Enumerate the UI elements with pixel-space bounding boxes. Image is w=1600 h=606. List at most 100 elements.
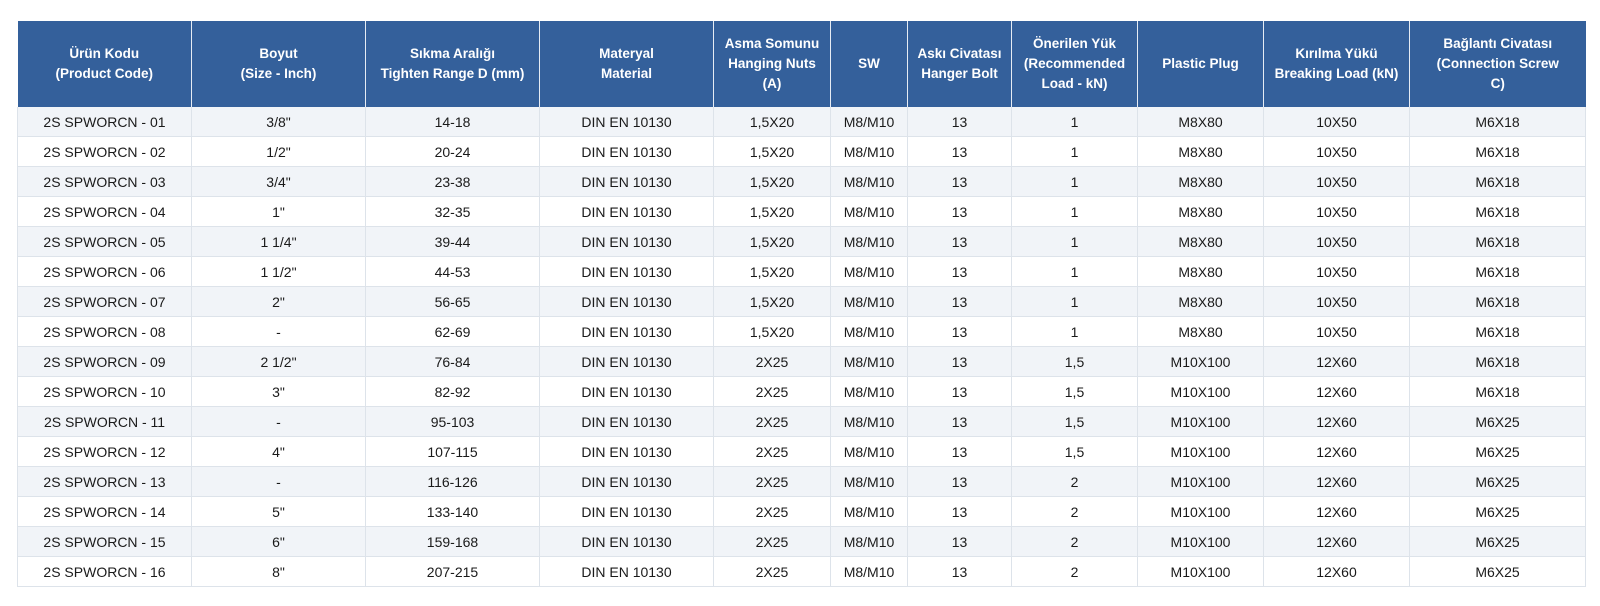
cell-product-code: 2S SPWORCN - 07 xyxy=(17,286,192,317)
cell-product-code: 2S SPWORCN - 02 xyxy=(17,136,192,167)
cell-tighten-range: 133-140 xyxy=(365,496,540,527)
cell-product-code: 2S SPWORCN - 16 xyxy=(17,556,192,587)
cell-hanger-bolt: 13 xyxy=(907,136,1012,167)
cell-material: DIN EN 10130 xyxy=(539,436,714,467)
cell-hanging-nuts: 1,5X20 xyxy=(713,196,831,227)
cell-hanging-nuts: 1,5X20 xyxy=(713,107,831,137)
cell-sw: M8/M10 xyxy=(830,526,908,557)
cell-tighten-range: 23-38 xyxy=(365,166,540,197)
cell-recommended-load: 2 xyxy=(1011,556,1138,587)
cell-size: 1 1/4" xyxy=(191,226,366,257)
header-sw: SW xyxy=(830,21,908,107)
cell-connection-screw: M6X18 xyxy=(1409,376,1586,407)
cell-product-code: 2S SPWORCN - 08 xyxy=(17,316,192,347)
cell-material: DIN EN 10130 xyxy=(539,107,714,137)
cell-sw: M8/M10 xyxy=(830,166,908,197)
cell-size: - xyxy=(191,466,366,497)
cell-tighten-range: 107-115 xyxy=(365,436,540,467)
cell-plastic-plug: M8X80 xyxy=(1137,256,1264,287)
cell-size: 4" xyxy=(191,436,366,467)
cell-material: DIN EN 10130 xyxy=(539,226,714,257)
cell-breaking-load: 10X50 xyxy=(1263,226,1410,257)
cell-recommended-load: 1 xyxy=(1011,136,1138,167)
cell-tighten-range: 32-35 xyxy=(365,196,540,227)
cell-hanging-nuts: 1,5X20 xyxy=(713,136,831,167)
product-spec-table: Ürün Kodu (Product Code) Boyut (Size - I… xyxy=(17,21,1586,587)
cell-material: DIN EN 10130 xyxy=(539,166,714,197)
cell-recommended-load: 1 xyxy=(1011,256,1138,287)
cell-hanger-bolt: 13 xyxy=(907,496,1012,527)
table-row: 2S SPWORCN - 05 1 1/4" 39-44 DIN EN 10130 1,… xyxy=(17,226,1586,257)
cell-hanging-nuts: 1,5X20 xyxy=(713,286,831,317)
cell-connection-screw: M6X18 xyxy=(1409,286,1586,317)
cell-hanger-bolt: 13 xyxy=(907,256,1012,287)
header-breaking-load: Kırılma Yükü Breaking Load (kN) xyxy=(1263,21,1410,107)
cell-hanger-bolt: 13 xyxy=(907,107,1012,137)
cell-tighten-range: 95-103 xyxy=(365,406,540,437)
cell-tighten-range: 82-92 xyxy=(365,376,540,407)
cell-size: 5" xyxy=(191,496,366,527)
cell-sw: M8/M10 xyxy=(830,496,908,527)
cell-plastic-plug: M8X80 xyxy=(1137,316,1264,347)
cell-tighten-range: 20-24 xyxy=(365,136,540,167)
cell-size: 3/8" xyxy=(191,107,366,137)
cell-recommended-load: 1 xyxy=(1011,107,1138,137)
cell-breaking-load: 10X50 xyxy=(1263,256,1410,287)
product-table-container: Ürün Kodu (Product Code) Boyut (Size - I… xyxy=(17,21,1586,587)
cell-sw: M8/M10 xyxy=(830,226,908,257)
cell-material: DIN EN 10130 xyxy=(539,406,714,437)
cell-sw: M8/M10 xyxy=(830,406,908,437)
cell-sw: M8/M10 xyxy=(830,256,908,287)
cell-hanger-bolt: 13 xyxy=(907,166,1012,197)
cell-sw: M8/M10 xyxy=(830,466,908,497)
cell-hanging-nuts: 2X25 xyxy=(713,496,831,527)
table-row: 2S SPWORCN - 01 3/8" 14-18 DIN EN 10130 1,5X… xyxy=(17,107,1586,137)
cell-sw: M8/M10 xyxy=(830,346,908,377)
cell-material: DIN EN 10130 xyxy=(539,286,714,317)
cell-plastic-plug: M8X80 xyxy=(1137,286,1264,317)
cell-plastic-plug: M10X100 xyxy=(1137,436,1264,467)
cell-connection-screw: M6X18 xyxy=(1409,256,1586,287)
cell-breaking-load: 12X60 xyxy=(1263,436,1410,467)
cell-product-code: 2S SPWORCN - 14 xyxy=(17,496,192,527)
cell-tighten-range: 39-44 xyxy=(365,226,540,257)
table-header: Ürün Kodu (Product Code) Boyut (Size - I… xyxy=(17,21,1586,107)
header-material: Materyal Material xyxy=(539,21,714,107)
cell-hanging-nuts: 2X25 xyxy=(713,466,831,497)
cell-product-code: 2S SPWORCN - 03 xyxy=(17,166,192,197)
cell-plastic-plug: M10X100 xyxy=(1137,466,1264,497)
cell-recommended-load: 1,5 xyxy=(1011,436,1138,467)
cell-size: 1" xyxy=(191,196,366,227)
cell-connection-screw: M6X18 xyxy=(1409,316,1586,347)
cell-tighten-range: 76-84 xyxy=(365,346,540,377)
cell-breaking-load: 10X50 xyxy=(1263,316,1410,347)
cell-product-code: 2S SPWORCN - 04 xyxy=(17,196,192,227)
cell-breaking-load: 12X60 xyxy=(1263,466,1410,497)
cell-recommended-load: 1,5 xyxy=(1011,346,1138,377)
cell-connection-screw: M6X25 xyxy=(1409,526,1586,557)
cell-tighten-range: 116-126 xyxy=(365,466,540,497)
cell-hanger-bolt: 13 xyxy=(907,346,1012,377)
cell-hanging-nuts: 1,5X20 xyxy=(713,316,831,347)
cell-sw: M8/M10 xyxy=(830,107,908,137)
table-row: 2S SPWORCN - 09 2 1/2" 76-84 DIN EN 10130 2X… xyxy=(17,346,1586,377)
cell-material: DIN EN 10130 xyxy=(539,256,714,287)
cell-tighten-range: 56-65 xyxy=(365,286,540,317)
cell-sw: M8/M10 xyxy=(830,196,908,227)
cell-plastic-plug: M10X100 xyxy=(1137,346,1264,377)
cell-connection-screw: M6X25 xyxy=(1409,406,1586,437)
cell-breaking-load: 10X50 xyxy=(1263,107,1410,137)
cell-hanger-bolt: 13 xyxy=(907,286,1012,317)
table-row: 2S SPWORCN - 16 8" 207-215 DIN EN 10130 2X25… xyxy=(17,556,1586,587)
cell-material: DIN EN 10130 xyxy=(539,136,714,167)
cell-plastic-plug: M8X80 xyxy=(1137,107,1264,137)
cell-breaking-load: 12X60 xyxy=(1263,346,1410,377)
cell-recommended-load: 1 xyxy=(1011,226,1138,257)
cell-product-code: 2S SPWORCN - 06 xyxy=(17,256,192,287)
cell-connection-screw: M6X18 xyxy=(1409,346,1586,377)
cell-material: DIN EN 10130 xyxy=(539,556,714,587)
header-row: Ürün Kodu (Product Code) Boyut (Size - I… xyxy=(17,21,1586,107)
cell-sw: M8/M10 xyxy=(830,556,908,587)
header-hanging-nuts: Asma Somunu Hanging Nuts (A) xyxy=(713,21,831,107)
cell-tighten-range: 207-215 xyxy=(365,556,540,587)
